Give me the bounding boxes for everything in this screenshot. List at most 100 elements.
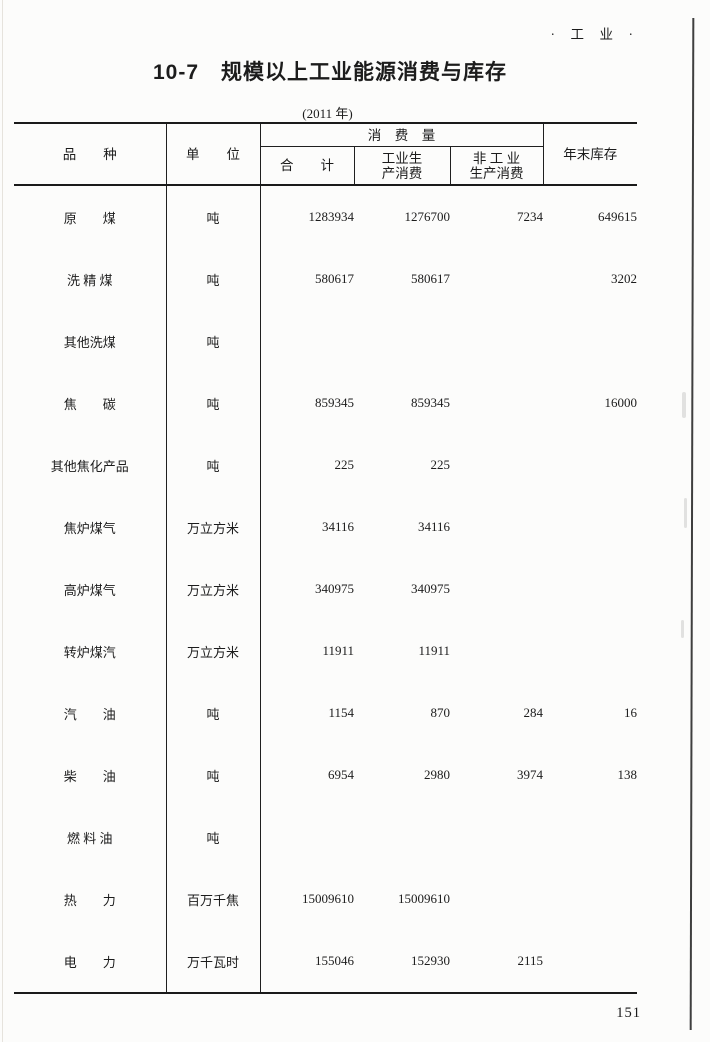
- year-end-inventory-cell: [543, 620, 637, 682]
- col-header-non-industrial-line1: 非 工 业: [472, 150, 521, 166]
- total-consumption-cell: 34116: [321, 519, 354, 534]
- unit-cell: 万立方米: [166, 620, 261, 682]
- table-row: 焦 碳 吨 859345 859345 16000: [14, 372, 637, 434]
- total-consumption-cell: 225: [334, 457, 355, 472]
- product-cell: 高炉煤气: [14, 558, 167, 620]
- year-end-inventory-cell: 16: [624, 705, 638, 720]
- industrial-consumption-cell: 580617: [411, 271, 450, 286]
- industrial-consumption-cell: [354, 310, 450, 372]
- year-end-inventory-cell: [543, 310, 637, 372]
- table-row: 焦炉煤气 万立方米 34116 34116: [14, 496, 637, 558]
- table-row: 柴 油 吨 6954 2980 3974 138: [14, 744, 637, 806]
- year-end-inventory-cell: [543, 496, 637, 558]
- industrial-consumption-cell: 859345: [411, 395, 450, 410]
- non-industrial-consumption-cell: [450, 868, 543, 930]
- product-cell: 电 力: [14, 930, 167, 993]
- unit-cell: 吨: [166, 248, 261, 310]
- industrial-consumption-cell: 870: [430, 705, 451, 720]
- col-header-non-industrial-line2: 生产消费: [469, 165, 524, 181]
- total-consumption-cell: 340975: [315, 581, 354, 596]
- total-consumption-cell: 6954: [328, 767, 354, 782]
- product-cell: 汽 油: [14, 682, 167, 744]
- non-industrial-consumption-cell: 2115: [517, 953, 544, 968]
- non-industrial-consumption-cell: [450, 310, 543, 372]
- col-header-consumption: 消 费 量: [260, 123, 544, 147]
- non-industrial-consumption-cell: 284: [523, 705, 544, 720]
- col-header-industrial-consumption: 工业生 产消费: [354, 146, 451, 186]
- total-consumption-cell: 15009610: [302, 891, 354, 906]
- product-cell: 原 煤: [14, 185, 167, 248]
- col-header-non-industrial-consumption: 非 工 业生产消费: [450, 146, 544, 186]
- table-row: 热 力 百万千焦 15009610 15009610: [14, 868, 637, 930]
- table-row: 燃 料 油 吨: [14, 806, 637, 868]
- product-cell: 燃 料 油: [14, 806, 167, 868]
- table-year-caption: (2011 年): [302, 106, 353, 121]
- non-industrial-consumption-cell: [450, 372, 543, 434]
- non-industrial-consumption-cell: [450, 248, 543, 310]
- total-consumption-cell: 1154: [328, 705, 354, 720]
- year-end-inventory-cell: 16000: [604, 395, 638, 410]
- industrial-consumption-cell: 15009610: [398, 891, 450, 906]
- year-end-inventory-cell: [543, 868, 637, 930]
- industrial-consumption-cell: 34116: [417, 519, 450, 534]
- year-end-inventory-cell: [543, 930, 637, 993]
- industrial-consumption-cell: 152930: [411, 953, 450, 968]
- unit-cell: 吨: [166, 806, 261, 868]
- total-consumption-cell: 155046: [315, 953, 354, 968]
- product-cell: 洗 精 煤: [14, 248, 167, 310]
- unit-cell: 万立方米: [166, 558, 261, 620]
- table-row: 电 力 万千瓦时 155046 152930 2115: [14, 930, 637, 993]
- product-cell: 柴 油: [14, 744, 167, 806]
- year-end-inventory-cell: 138: [617, 767, 638, 782]
- year-end-inventory-cell: [543, 434, 637, 496]
- col-header-inventory: 年末库存: [543, 123, 638, 186]
- page-edge-artifact-right: [689, 17, 695, 1031]
- industrial-consumption-cell: 225: [430, 457, 451, 472]
- unit-cell: 万千瓦时: [166, 930, 261, 993]
- product-cell: 转炉煤汽: [14, 620, 167, 682]
- industrial-consumption-cell: 2980: [424, 767, 450, 782]
- non-industrial-consumption-cell: 7234: [517, 209, 544, 224]
- scan-smudge: [681, 620, 684, 638]
- non-industrial-consumption-cell: [450, 620, 543, 682]
- product-cell: 热 力: [14, 868, 167, 930]
- energy-consumption-table: 品 种 单 位 消 费 量 年末库存 合 计 工业生 产消费 非 工 业生产消费 …: [14, 122, 638, 994]
- table-body: 原 煤 吨 1283934 1276700 7234 649615 洗 精 煤 …: [14, 185, 637, 993]
- table-row: 洗 精 煤 吨 580617 580617 3202: [14, 248, 637, 310]
- unit-cell: 百万千焦: [166, 868, 261, 930]
- product-cell: 焦 碳: [14, 372, 167, 434]
- year-end-inventory-cell: [543, 806, 637, 868]
- non-industrial-consumption-cell: 3974: [517, 767, 544, 782]
- year-end-inventory-cell: [543, 558, 637, 620]
- col-header-unit: 单 位: [166, 123, 261, 186]
- non-industrial-consumption-cell: [450, 434, 543, 496]
- product-cell: 其他洗煤: [14, 310, 167, 372]
- product-cell: 其他焦化产品: [14, 434, 167, 496]
- table-row: 高炉煤气 万立方米 340975 340975: [14, 558, 637, 620]
- unit-cell: 吨: [166, 310, 261, 372]
- total-consumption-cell: [260, 310, 354, 372]
- page-number: 151: [616, 1005, 641, 1021]
- page-title: 10-7 规模以上工业能源消费与库存: [152, 61, 508, 84]
- scan-smudge: [682, 392, 686, 418]
- col-header-product: 品 种: [14, 123, 167, 186]
- total-consumption-cell: 1283934: [308, 209, 355, 224]
- unit-cell: 吨: [166, 372, 261, 434]
- unit-cell: 万立方米: [166, 496, 261, 558]
- industrial-consumption-cell: [354, 806, 450, 868]
- table-row: 其他洗煤 吨: [14, 310, 637, 372]
- non-industrial-consumption-cell: [450, 806, 543, 868]
- unit-cell: 吨: [166, 185, 261, 248]
- year-end-inventory-cell: 3202: [611, 271, 638, 286]
- total-consumption-cell: [260, 806, 354, 868]
- unit-cell: 吨: [166, 744, 261, 806]
- industrial-consumption-cell: 1276700: [404, 209, 451, 224]
- table-header: 品 种 单 位 消 费 量 年末库存 合 计 工业生 产消费 非 工 业生产消费: [14, 123, 638, 186]
- unit-cell: 吨: [166, 434, 261, 496]
- scan-smudge: [684, 498, 687, 528]
- table-row: 原 煤 吨 1283934 1276700 7234 649615: [14, 185, 637, 248]
- unit-cell: 吨: [166, 682, 261, 744]
- non-industrial-consumption-cell: [450, 558, 543, 620]
- total-consumption-cell: 859345: [315, 395, 354, 410]
